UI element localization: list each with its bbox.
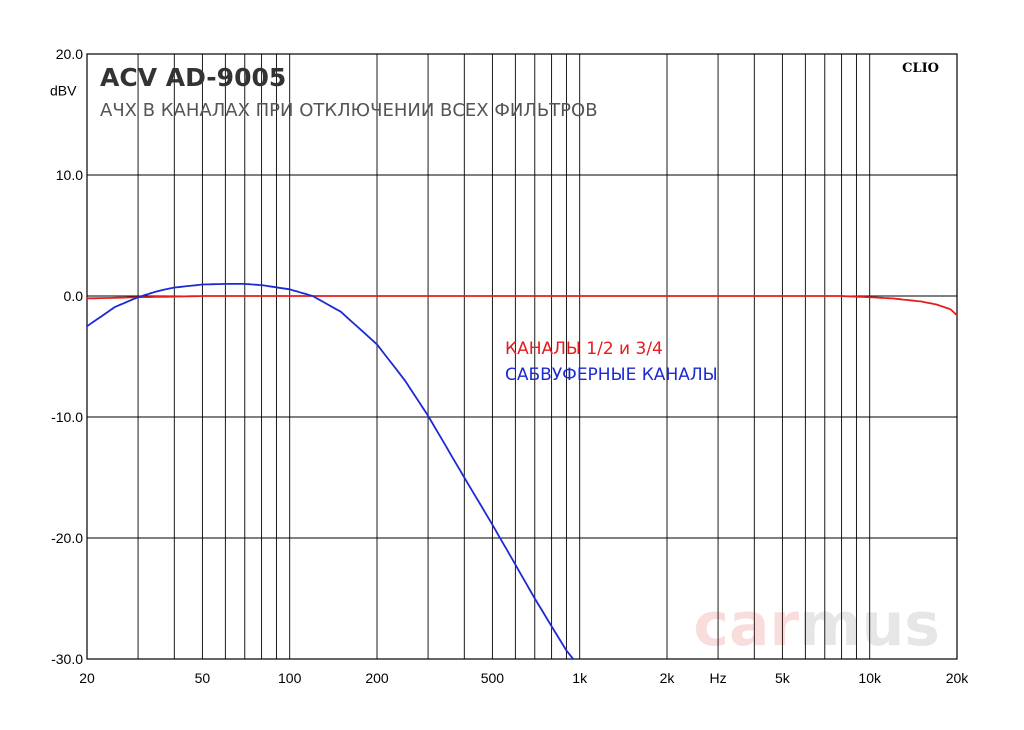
plot-frame [86,53,958,660]
y-axis-ticks: 20.0 10.0 0.0 -10.0 -20.0 -30.0 [51,46,83,667]
x-tick-label: 1k [572,670,588,686]
chart-subtitle: АЧХ В КАНАЛАХ ПРИ ОТКЛЮЧЕНИИ ВСЕХ ФИЛЬТР… [100,100,598,121]
x-tick-label: 200 [365,670,389,686]
x-tick-label: 20 [79,670,95,686]
x-tick-label: 2k [660,670,676,686]
grid [87,54,957,659]
legend-channels-1-2-3-4: КАНАЛЫ 1/2 и 3/4 [505,339,663,359]
y-tick-label: -20.0 [51,530,83,546]
x-axis-unit-label: Hz [710,670,727,686]
y-tick-label: 10.0 [56,167,83,183]
x-tick-label: 20k [946,670,970,686]
clio-brand-label: CLIO [902,61,939,76]
chart-title: ACV AD-9005 [100,63,286,92]
legend-subwoofer-channels: САБВУФЕРНЫЕ КАНАЛЫ [505,365,718,385]
x-axis-ticks: 20 50 100 200 500 1k 2k 5k 10k 20k [79,670,969,686]
x-tick-label: 50 [195,670,211,686]
y-tick-label: 0.0 [64,288,84,304]
x-tick-label: 10k [858,670,882,686]
carmus-watermark: carmus [693,590,940,660]
watermark-car: car [693,590,799,660]
x-tick-label: 100 [278,670,302,686]
y-tick-label: -30.0 [51,651,83,667]
y-tick-label: 20.0 [56,46,83,62]
watermark-mus: mus [799,590,940,660]
y-axis-label: dBV [50,82,77,98]
series-lines [86,282,958,660]
x-tick-label: 500 [481,670,505,686]
y-tick-label: -10.0 [51,409,83,425]
x-tick-label: 5k [775,670,791,686]
series-line-subwoofer-channels [86,282,575,660]
series-line-channels-1-2-3-4 [86,295,958,317]
